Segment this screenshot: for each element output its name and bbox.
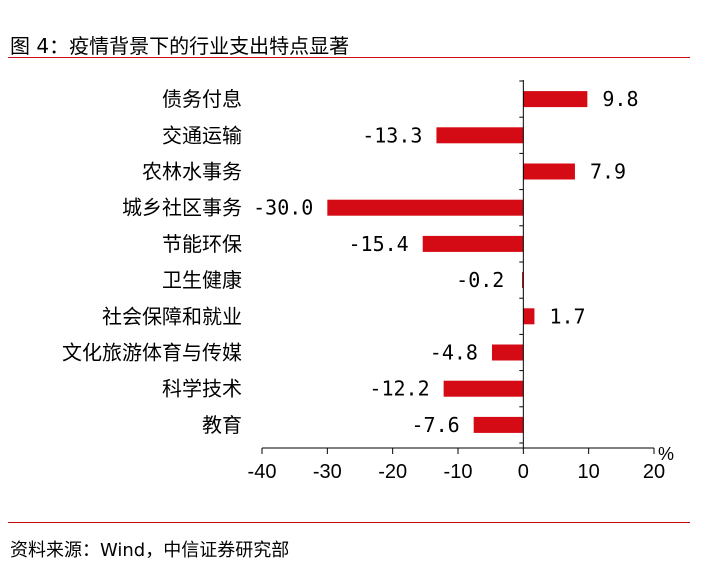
- bar: [523, 163, 575, 180]
- bar: [523, 91, 588, 108]
- value-labels-group: 9.8 -13.3 7.9 -30.0 -15.4 -0.2 1.7 -4.8-12.2 -7.…: [253, 87, 638, 437]
- value-label: -15.4: [349, 232, 409, 256]
- bar: [436, 127, 524, 144]
- bar: [422, 235, 524, 252]
- x-tick-label: -10: [444, 461, 473, 483]
- value-label: -7.6: [412, 413, 460, 437]
- x-tick-label: 10: [578, 461, 600, 483]
- x-tick-label: -20: [378, 461, 407, 483]
- unit-label: %: [658, 444, 674, 464]
- category-label: 卫生健康: [162, 268, 242, 292]
- value-label: -0.2: [456, 268, 504, 292]
- bar: [523, 308, 535, 325]
- category-label: 科学技术: [162, 377, 242, 401]
- bar: [327, 199, 524, 216]
- category-label: 节能环保: [162, 232, 242, 256]
- category-label: 城乡社区事务: [122, 196, 242, 220]
- bar: [522, 272, 524, 289]
- figure-title: 图 4：疫情背景下的行业支出特点显著: [10, 34, 350, 58]
- top-rule: [8, 57, 690, 58]
- bar: [443, 380, 524, 397]
- bar: [473, 416, 524, 433]
- category-label: 债务付息: [162, 87, 242, 111]
- value-label: -13.3: [362, 123, 422, 147]
- category-label: 文化旅游体育与传媒: [62, 341, 242, 365]
- bottom-rule: [8, 522, 690, 523]
- source-note: 资料来源：Wind，中信证券研究部: [10, 536, 289, 562]
- category-label: 交通运输: [162, 123, 242, 147]
- category-label: 社会保障和就业: [102, 304, 242, 328]
- category-labels-group: 债务付息交通运输农林水事务城乡社区事务节能环保卫生健康社会保障和就业文化旅游体育…: [62, 87, 242, 437]
- x-tick-label: 20: [643, 461, 665, 483]
- source-text: Wind，中信证券研究部: [100, 540, 290, 561]
- x-tick-label: 0: [518, 461, 529, 483]
- value-label: 1.7: [549, 304, 585, 328]
- category-label: 教育: [202, 413, 242, 437]
- value-label: 9.8: [602, 87, 638, 111]
- category-label: 农林水事务: [142, 160, 242, 184]
- bars-group: [327, 91, 588, 433]
- x-axis-group: -40 -30 -20 -10 0 10 20%: [248, 80, 674, 483]
- value-label: -4.8: [430, 341, 478, 365]
- value-label: -12.2: [369, 377, 429, 401]
- x-tick-label: -30: [313, 461, 342, 483]
- bar: [491, 344, 524, 361]
- x-tick-label: -40: [248, 461, 277, 483]
- value-label: -30.0: [253, 196, 313, 220]
- value-label: 7.9: [590, 160, 626, 184]
- source-label: 资料来源：: [10, 540, 100, 561]
